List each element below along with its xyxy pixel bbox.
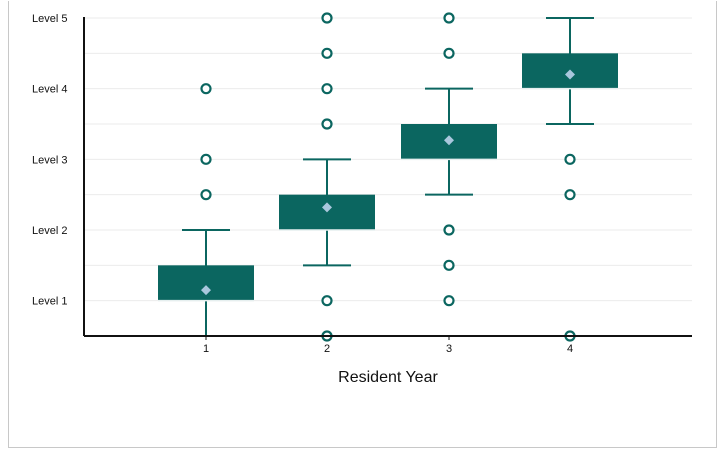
mean-marker xyxy=(444,135,454,146)
box-group-year-3 xyxy=(401,12,497,307)
outlier-point xyxy=(200,83,212,95)
outlier-point xyxy=(321,118,333,130)
x-axis-ticks: 1 2 3 4 xyxy=(203,336,573,355)
outlier-point xyxy=(200,189,212,201)
x-axis-label: Resident Year xyxy=(338,369,438,386)
x-tick-label: 2 xyxy=(324,343,330,355)
y-tick-label: Level 4 xyxy=(32,84,67,96)
mean-marker xyxy=(201,285,211,296)
outlier-point xyxy=(321,83,333,95)
outlier-point xyxy=(321,12,333,24)
y-tick-label: Level 3 xyxy=(32,154,67,166)
box-iqr xyxy=(158,265,254,301)
outlier-point xyxy=(200,153,212,165)
y-axis-ticks: Level 1 Level 2 Level 3 Level 4 Level 5 xyxy=(32,13,67,308)
x-tick-label: 4 xyxy=(567,343,573,355)
box-group-year-4 xyxy=(522,17,618,342)
y-tick-label: Level 5 xyxy=(32,13,67,25)
outlier-point xyxy=(321,47,333,59)
x-tick-label: 1 xyxy=(203,343,209,355)
mean-marker xyxy=(565,69,575,80)
outlier-point xyxy=(443,295,455,307)
outlier-point xyxy=(443,224,455,236)
mean-marker xyxy=(322,202,332,213)
box-group-year-2 xyxy=(279,12,375,342)
axes xyxy=(83,17,692,337)
outlier-point xyxy=(443,12,455,24)
outlier-point xyxy=(443,259,455,271)
box-series xyxy=(158,12,618,342)
x-tick-label: 3 xyxy=(446,343,452,355)
outlier-point xyxy=(564,189,576,201)
box-group-year-1 xyxy=(158,83,254,336)
outlier-point xyxy=(564,153,576,165)
outlier-point xyxy=(443,47,455,59)
y-tick-label: Level 2 xyxy=(32,225,67,237)
outlier-point xyxy=(321,295,333,307)
y-tick-label: Level 1 xyxy=(32,296,67,308)
